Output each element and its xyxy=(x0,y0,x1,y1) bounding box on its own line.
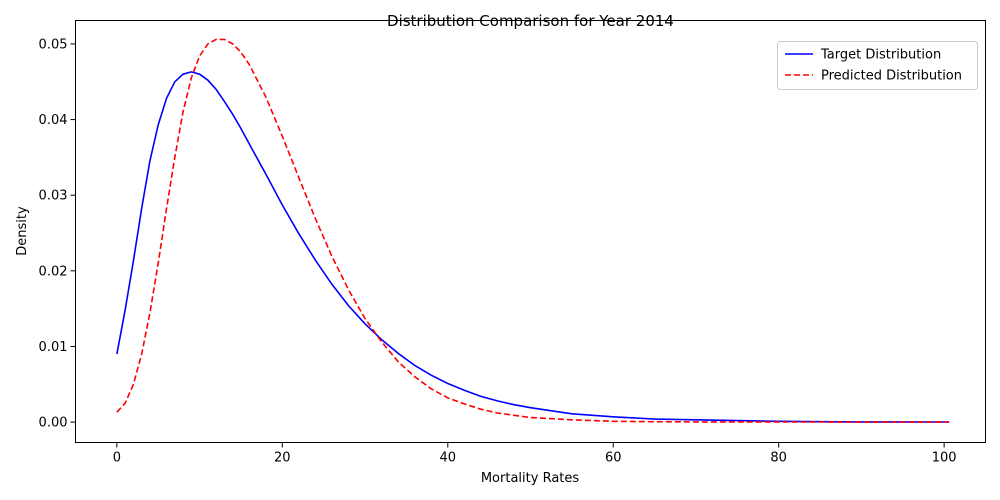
x-axis-label: Mortality Rates xyxy=(481,471,580,486)
x-tick-label: 80 xyxy=(770,451,787,466)
x-tick-label: 0 xyxy=(113,451,121,466)
y-axis: 0.00 0.01 0.02 0.03 0.04 0.05 xyxy=(39,37,76,431)
series-line-2 xyxy=(116,38,950,423)
x-tick-label: 60 xyxy=(605,451,622,466)
series-line-1 xyxy=(116,71,950,423)
legend-label-2: Predicted Distribution xyxy=(821,69,962,84)
plot-area-frame xyxy=(75,20,986,443)
y-tick-label: 0.05 xyxy=(39,37,68,52)
x-tick-label: 40 xyxy=(439,451,456,466)
legend: Target Distribution Predicted Distributio… xyxy=(777,41,978,90)
y-axis-label: Density xyxy=(15,206,30,256)
y-tick-label: 0.02 xyxy=(39,264,68,279)
legend-label-1: Target Distribution xyxy=(820,48,941,63)
y-tick-label: 0.03 xyxy=(39,189,68,204)
x-axis: 0 20 40 60 80 100 xyxy=(113,442,957,466)
x-tick-label: 20 xyxy=(274,451,291,466)
y-tick-label: 0.00 xyxy=(39,416,68,431)
x-tick-label: 100 xyxy=(932,451,957,466)
legend-box xyxy=(777,41,978,90)
y-tick-label: 0.01 xyxy=(39,340,68,355)
y-tick-label: 0.04 xyxy=(39,113,68,128)
